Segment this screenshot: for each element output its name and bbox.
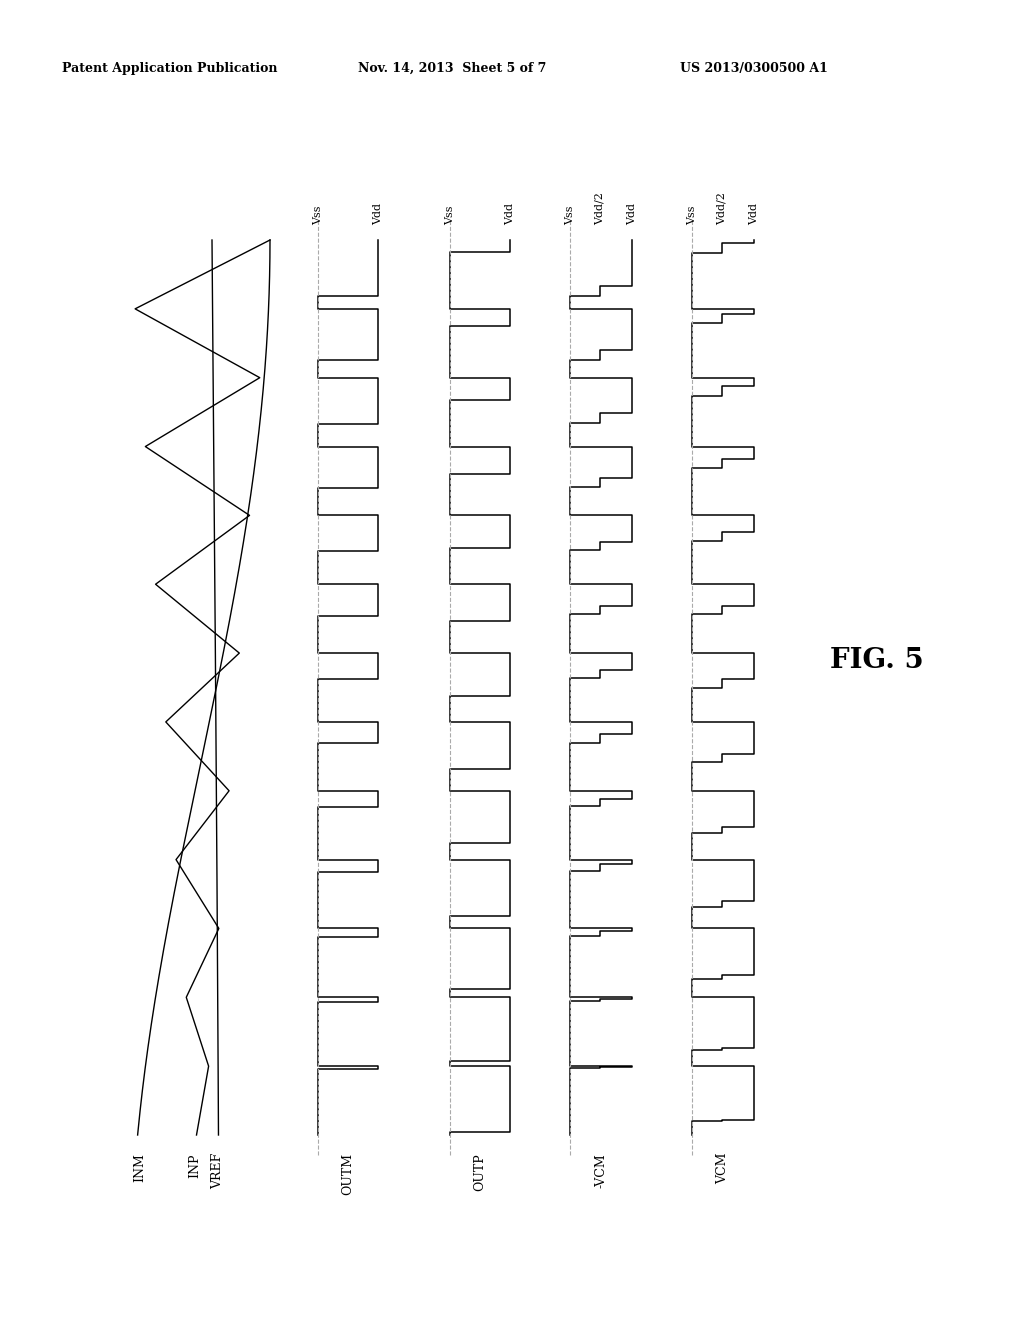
Text: VCM: VCM xyxy=(717,1152,729,1184)
Text: Vdd: Vdd xyxy=(627,203,637,224)
Text: Vdd: Vdd xyxy=(505,203,515,224)
Text: Vss: Vss xyxy=(313,206,323,224)
Text: Nov. 14, 2013  Sheet 5 of 7: Nov. 14, 2013 Sheet 5 of 7 xyxy=(358,62,547,75)
Text: OUTM: OUTM xyxy=(341,1152,354,1195)
Text: Vss: Vss xyxy=(565,206,575,224)
Text: Vdd/2: Vdd/2 xyxy=(595,193,605,224)
Text: Vss: Vss xyxy=(445,206,455,224)
Text: US 2013/0300500 A1: US 2013/0300500 A1 xyxy=(680,62,827,75)
Text: Vdd: Vdd xyxy=(749,203,759,224)
Text: Vdd: Vdd xyxy=(373,203,383,224)
Text: Vdd/2: Vdd/2 xyxy=(717,193,727,224)
Text: INM: INM xyxy=(133,1152,146,1181)
Text: VREF: VREF xyxy=(212,1152,224,1189)
Text: FIG. 5: FIG. 5 xyxy=(830,647,924,673)
Text: Patent Application Publication: Patent Application Publication xyxy=(62,62,278,75)
Text: Vss: Vss xyxy=(687,206,697,224)
Text: INP: INP xyxy=(188,1152,202,1177)
Text: OUTP: OUTP xyxy=(473,1152,486,1191)
Text: -VCM: -VCM xyxy=(595,1152,607,1188)
